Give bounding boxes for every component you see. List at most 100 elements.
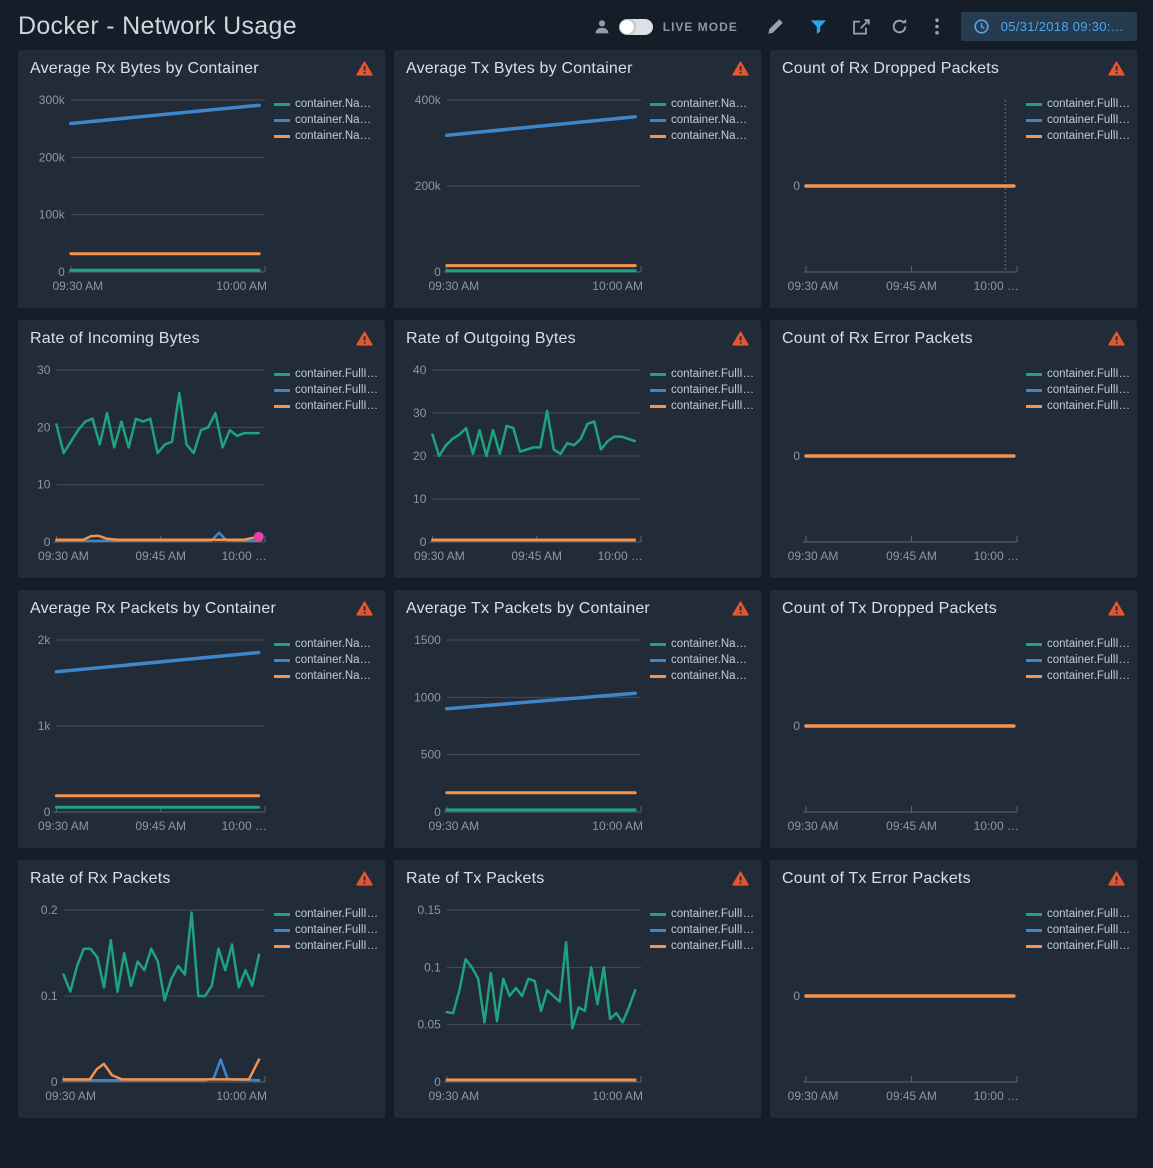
legend-item[interactable]: container.FullI… [650,368,756,380]
legend-item[interactable]: container.FullI… [274,384,380,396]
chart-plot[interactable]: 0 0.1 0.2 09:30 AM 10:00 AM [18,900,278,1110]
legend-item[interactable]: container.Na… [650,670,756,682]
chart-plot[interactable]: 0 0.05 0.1 0.15 09:30 AM 10:00 AM [394,900,654,1110]
legend-item[interactable]: container.Na… [274,638,380,650]
legend-item[interactable]: container.Na… [274,98,380,110]
legend-item[interactable]: container.FullI… [1026,384,1132,396]
chart-plot[interactable]: 0 09:30 AM 09:45 AM 10:00 … [770,900,1030,1110]
legend-item[interactable]: container.FullI… [1026,924,1132,936]
legend-item[interactable]: container.FullI… [1026,654,1132,666]
legend-item[interactable]: container.FullI… [1026,638,1132,650]
chart-plot[interactable]: 0 09:30 AM 09:45 AM 10:00 … [770,630,1030,840]
pencil-icon[interactable] [767,18,784,35]
legend-label: container.FullI… [671,384,755,396]
warning-icon[interactable] [356,601,373,621]
warning-icon[interactable] [1108,331,1125,351]
panel-body: 0 09:30 AM 09:45 AM 10:00 … container.FullI… [770,86,1137,304]
panel-header: Count of Tx Dropped Packets [770,590,1137,626]
legend-item[interactable]: container.FullI… [274,908,380,920]
svg-text:09:45 AM: 09:45 AM [886,549,937,563]
legend-item[interactable]: container.FullI… [1026,908,1132,920]
legend-item[interactable]: container.FullI… [1026,98,1132,110]
chart-plot[interactable]: 0 09:30 AM 09:45 AM 10:00 … [770,360,1030,570]
chart-plot[interactable]: 0 100k 200k 300k 09:30 AM 10:00 AM [18,90,278,300]
legend-label: container.FullI… [1047,130,1131,142]
chart-panel: Average Rx Bytes by Container 0 100k 200k 3… [18,50,385,308]
legend-item[interactable]: container.Na… [650,130,756,142]
chart-plot[interactable]: 0 10 20 30 09:30 AM 09:45 AM 10:00 … [18,360,278,570]
legend-item[interactable]: container.Na… [274,130,380,142]
legend-item[interactable]: container.Na… [274,670,380,682]
svg-text:09:45 AM: 09:45 AM [886,819,937,833]
legend-item[interactable]: container.Na… [650,98,756,110]
legend-item[interactable]: container.FullI… [274,924,380,936]
legend-item[interactable]: container.Na… [650,638,756,650]
legend-item[interactable]: container.Na… [650,654,756,666]
svg-text:10:00 AM: 10:00 AM [216,279,267,293]
warning-icon[interactable] [1108,871,1125,891]
panel-title: Average Rx Bytes by Container [30,60,259,77]
legend-item[interactable]: container.FullI… [650,400,756,412]
legend-item[interactable]: container.FullI… [1026,114,1132,126]
legend-swatch [650,102,666,106]
live-mode-label: LIVE MODE [662,19,738,34]
legend-item[interactable]: container.FullI… [650,924,756,936]
svg-text:09:30 AM: 09:30 AM [428,1089,479,1103]
warning-icon[interactable] [732,871,749,891]
kebab-menu-icon[interactable] [934,18,939,35]
legend-item[interactable]: container.FullI… [650,384,756,396]
warning-icon[interactable] [356,61,373,81]
warning-icon[interactable] [732,61,749,81]
legend-swatch [1026,388,1042,392]
user-icon[interactable] [594,19,610,35]
legend-label: container.Na… [295,654,372,666]
svg-text:500: 500 [421,748,441,762]
chart-plot[interactable]: 0 200k 400k 09:30 AM 10:00 AM [394,90,654,300]
legend-item[interactable]: container.Na… [274,114,380,126]
chart-plot[interactable]: 0 10 20 30 40 09:30 AM 09:45 AM 10:00 … [394,360,654,570]
legend-item[interactable]: container.FullI… [274,368,380,380]
refresh-icon[interactable] [891,18,908,35]
legend-item[interactable]: container.FullI… [1026,670,1132,682]
svg-text:09:30 AM: 09:30 AM [428,279,479,293]
time-range-button[interactable]: 05/31/2018 09:30:… [960,12,1137,41]
svg-text:1000: 1000 [414,690,441,704]
svg-text:10:00 …: 10:00 … [222,549,267,563]
legend-item[interactable]: container.FullI… [1026,400,1132,412]
svg-text:09:45 AM: 09:45 AM [135,549,186,563]
legend-swatch [650,642,666,646]
chart-plot[interactable]: 0 500 1000 1500 09:30 AM 10:00 AM [394,630,654,840]
chart-plot[interactable]: 0 09:30 AM 09:45 AM 10:00 … [770,90,1030,300]
svg-text:09:45 AM: 09:45 AM [886,279,937,293]
chart-panel: Rate of Rx Packets 0 0.1 0.2 09:30 AM 10:00 … [18,860,385,1118]
legend-item[interactable]: container.Na… [650,114,756,126]
live-mode-toggle[interactable] [618,18,653,35]
filter-icon[interactable] [810,19,827,35]
chart-legend: container.Na… container.Na… container.Na… [650,98,756,146]
legend-item[interactable]: container.FullI… [1026,940,1132,952]
legend-item[interactable]: container.FullI… [650,908,756,920]
share-icon[interactable] [852,18,870,35]
legend-item[interactable]: container.Na… [274,654,380,666]
legend-swatch [1026,642,1042,646]
svg-text:0.1: 0.1 [41,989,58,1003]
legend-label: container.FullI… [1047,400,1131,412]
warning-icon[interactable] [356,331,373,351]
warning-icon[interactable] [732,601,749,621]
legend-item[interactable]: container.FullI… [1026,130,1132,142]
legend-item[interactable]: container.FullI… [1026,368,1132,380]
legend-item[interactable]: container.FullI… [274,940,380,952]
legend-item[interactable]: container.FullI… [650,940,756,952]
legend-label: container.FullI… [1047,368,1131,380]
warning-icon[interactable] [1108,601,1125,621]
svg-text:09:30 AM: 09:30 AM [52,279,103,293]
warning-icon[interactable] [356,871,373,891]
legend-label: container.Na… [295,670,372,682]
legend-item[interactable]: container.FullI… [274,400,380,412]
warning-icon[interactable] [732,331,749,351]
svg-text:0: 0 [793,719,800,733]
chart-legend: container.FullI… container.FullI… containe… [274,908,380,956]
warning-icon[interactable] [1108,61,1125,81]
chart-plot[interactable]: 0 1k 2k 09:30 AM 09:45 AM 10:00 … [18,630,278,840]
chart-legend: container.FullI… container.FullI… containe… [1026,368,1132,416]
